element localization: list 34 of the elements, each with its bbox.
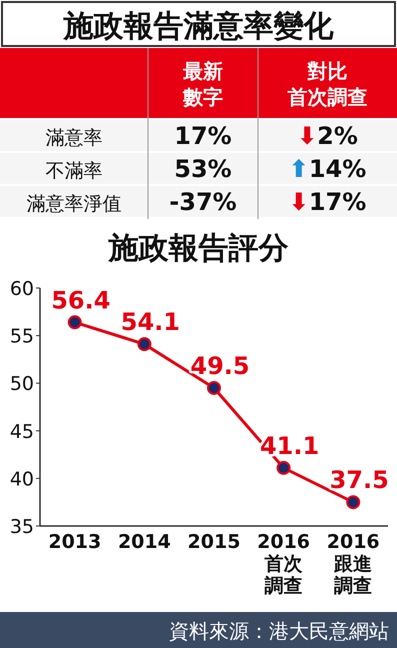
y-tick-label: 50 xyxy=(10,373,34,396)
y-tick-label: 60 xyxy=(10,278,34,300)
data-label: 54.1 xyxy=(120,308,180,336)
text: ⬇17% xyxy=(288,188,366,216)
text: 對比首次調查 xyxy=(286,59,368,109)
text: 53% xyxy=(174,155,232,183)
y-tick-label: 40 xyxy=(10,468,34,490)
data-label: 49.5 xyxy=(190,352,250,380)
source-note: 資料來源：港大民意網站 xyxy=(169,619,389,643)
chart-title: 施政報告評分 xyxy=(108,231,288,266)
text: 最新數字 xyxy=(182,59,223,109)
point xyxy=(137,337,152,352)
text: ⬆14% xyxy=(288,155,366,183)
text: 施政報告滿意率變化 xyxy=(62,9,334,44)
point xyxy=(207,380,221,395)
x-tick-label: 2013 xyxy=(48,531,102,553)
point xyxy=(346,495,360,510)
text: 17% xyxy=(174,122,232,150)
y-tick-label: 55 xyxy=(10,326,34,348)
y-tick-label: 35 xyxy=(10,516,34,538)
point xyxy=(68,315,82,330)
data-label: 56.4 xyxy=(51,286,110,314)
text: -37% xyxy=(169,188,237,216)
text: 滿意率淨值 xyxy=(26,193,122,215)
x-tick-label: 2014 xyxy=(118,531,171,553)
point xyxy=(276,460,291,475)
text: 不滿率 xyxy=(46,160,102,182)
text: 滿意率 xyxy=(46,127,102,149)
x-tick-label: 2016跟進調查 xyxy=(326,531,380,597)
x-tick-label: 2016首次調查 xyxy=(257,531,310,597)
text: ⬇2% xyxy=(297,122,358,150)
x-tick-label: 2015 xyxy=(188,531,240,553)
data-label: 37.5 xyxy=(330,466,389,494)
y-tick-label: 45 xyxy=(10,420,34,443)
